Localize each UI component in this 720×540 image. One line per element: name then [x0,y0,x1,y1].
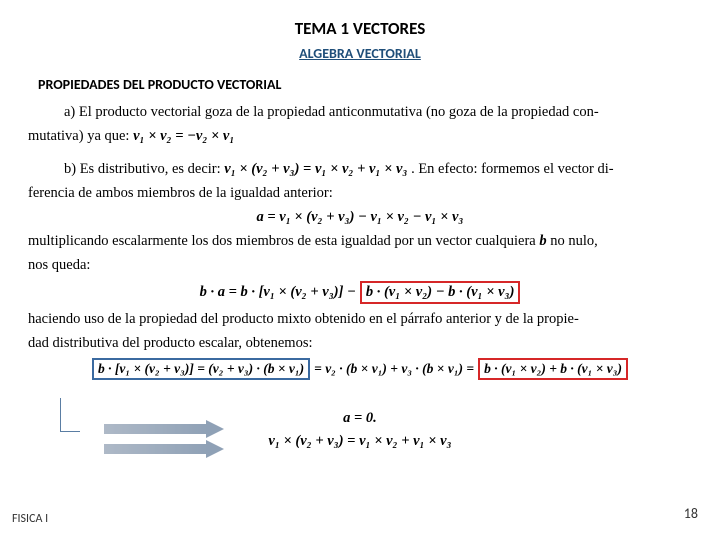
eq3-mid: = v₂ · (b × v₁) + v₃ · (b × v₁) = [314,361,474,377]
equation-a-def: a = v₁ × (v₂ + v₃) − v₁ × v₂ − v₁ × v₃ [28,209,692,226]
section-heading: PROPIEDADES DEL PRODUCTO VECTORIAL [38,76,692,93]
footer-left: FISICA I [12,512,48,526]
para1a: multiplicando escalarmente los dos miemb… [28,233,539,249]
para2a: haciendo uso de la propiedad del product… [28,310,692,330]
equation-ba: b · a = b · [v₁ × (v₂ + v₃)] − b · (v₁ ×… [28,281,692,304]
arrow-group [104,422,224,462]
item-b-lead-text: b) Es distributivo, es decir: [64,161,224,177]
eq5-text: v₁ × (v₂ + v₃) = v₁ × v₂ + v₁ × v₃ [268,433,451,449]
page-title: TEMA 1 VECTORES [28,18,692,39]
b-symbol: b [539,233,546,249]
connector-line [60,398,80,432]
block-arrow-1 [104,422,224,436]
eq4-text: a = 0. [343,410,377,426]
eq1-text: a = v₁ × (v₂ + v₃) − v₁ × v₂ − v₁ × v₃ [257,209,464,225]
page-number: 18 [684,505,698,522]
item-a-cont-text: mutativa) ya que: [28,128,133,144]
para2b: dad distributiva del producto escalar, o… [28,334,692,354]
para1b: no nulo, [547,233,598,249]
eq3-redbox: b · (v₁ × v₂) + b · (v₁ × v₃) [478,358,628,380]
item-b-lead: b) Es distributivo, es decir: v₁ × (v₂ +… [64,160,692,180]
equation-expansion: b · [v₁ × (v₂ + v₃)] = (v₂ + v₃) · (b × … [28,358,692,380]
item-b-tail: . En efecto: formemos el vector di- [411,161,614,177]
para1c: nos queda: [28,256,692,276]
eq2-left: b · a = b · [v₁ × (v₂ + v₃)] − [200,284,356,301]
item-a-cont: mutativa) ya que: v₁ × v₂ = −v₂ × v₁ [28,127,692,147]
item-b-formula-inline: v₁ × (v₂ + v₃) = v₁ × v₂ + v₁ × v₃ [224,161,407,177]
eq3-bluebox: b · [v₁ × (v₂ + v₃)] = (v₂ + v₃) · (b × … [92,358,310,380]
item-a-lead: a) El producto vectorial goza de la prop… [64,103,692,123]
eq2-redbox: b · (v₁ × v₂) − b · (v₁ × v₃) [360,281,521,304]
item-a-formula: v₁ × v₂ = −v₂ × v₁ [133,128,234,144]
block-arrow-2 [104,442,224,456]
item-b-cont: ferencia de ambos miembros de la igualda… [28,184,692,204]
page-subtitle: ALGEBRA VECTORIAL [28,45,692,62]
para-scalar-mult: multiplicando escalarmente los dos miemb… [28,232,692,252]
